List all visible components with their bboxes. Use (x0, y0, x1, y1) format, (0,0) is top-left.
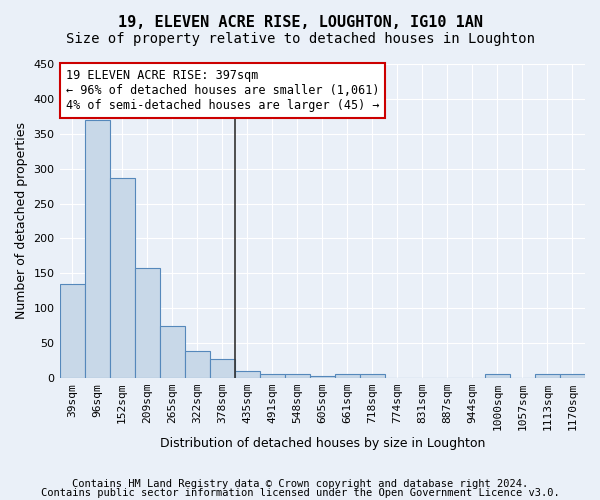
Bar (535, 374, 560, 378)
Text: 19 ELEVEN ACRE RISE: 397sqm
← 96% of detached houses are smaller (1,061)
4% of s: 19 ELEVEN ACRE RISE: 397sqm ← 96% of det… (66, 69, 379, 112)
Bar (209, 359, 235, 378)
Bar (235, 371, 260, 378)
Bar (285, 374, 310, 378)
Bar (335, 374, 360, 378)
Bar (260, 374, 285, 378)
Bar (134, 268, 160, 378)
Bar (360, 374, 385, 378)
Text: Size of property relative to detached houses in Loughton: Size of property relative to detached ho… (65, 32, 535, 46)
Bar (85, 120, 110, 378)
Text: 19, ELEVEN ACRE RISE, LOUGHTON, IG10 1AN: 19, ELEVEN ACRE RISE, LOUGHTON, IG10 1AN (118, 15, 482, 30)
Bar (110, 178, 134, 378)
X-axis label: Distribution of detached houses by size in Loughton: Distribution of detached houses by size … (160, 437, 485, 450)
Bar (185, 352, 209, 378)
Y-axis label: Number of detached properties: Number of detached properties (15, 122, 28, 320)
Bar (310, 376, 335, 378)
Bar (485, 374, 510, 378)
Bar (560, 374, 585, 378)
Bar (59, 284, 85, 378)
Text: Contains public sector information licensed under the Open Government Licence v3: Contains public sector information licen… (41, 488, 559, 498)
Bar (160, 326, 185, 378)
Text: Contains HM Land Registry data © Crown copyright and database right 2024.: Contains HM Land Registry data © Crown c… (72, 479, 528, 489)
